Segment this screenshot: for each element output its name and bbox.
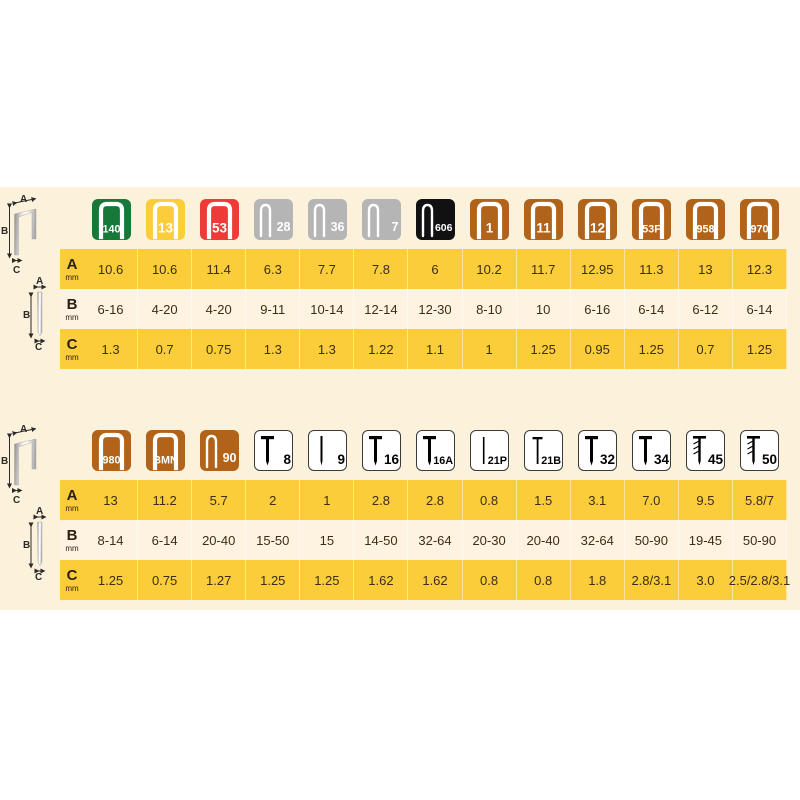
svg-text:B: B [1,226,8,237]
svg-text:9: 9 [337,452,345,467]
svg-text:958: 958 [697,224,715,236]
svg-text:C: C [35,572,42,582]
svg-text:50: 50 [762,452,777,467]
svg-text:16: 16 [384,452,400,467]
svg-text:21P: 21P [488,455,507,467]
svg-text:A: A [36,506,43,517]
svg-text:980: 980 [102,455,120,467]
svg-text:32: 32 [600,452,615,467]
svg-text:53: 53 [212,221,228,236]
svg-text:90: 90 [222,451,236,465]
svg-text:7: 7 [391,220,398,234]
svg-text:21B: 21B [541,455,561,467]
svg-text:A: A [20,194,27,205]
svg-text:13: 13 [158,221,174,236]
svg-text:16A: 16A [433,455,453,467]
svg-text:8: 8 [283,452,291,467]
svg-text:C: C [35,342,42,352]
svg-text:12: 12 [590,221,605,236]
svg-text:970: 970 [751,224,769,236]
svg-text:28: 28 [276,220,290,234]
svg-text:34: 34 [654,452,670,467]
svg-text:B: B [23,310,30,321]
svg-text:606: 606 [435,222,453,234]
svg-text:B: B [1,456,8,467]
svg-text:36: 36 [330,220,344,234]
svg-text:1: 1 [486,221,494,236]
svg-text:11: 11 [537,221,552,236]
svg-text:A: A [20,424,27,435]
svg-text:A: A [36,276,43,287]
svg-text:B: B [23,540,30,551]
svg-text:45: 45 [708,452,724,467]
svg-text:140: 140 [102,224,120,236]
svg-text:BMN: BMN [153,455,178,467]
svg-text:53F: 53F [643,224,662,236]
